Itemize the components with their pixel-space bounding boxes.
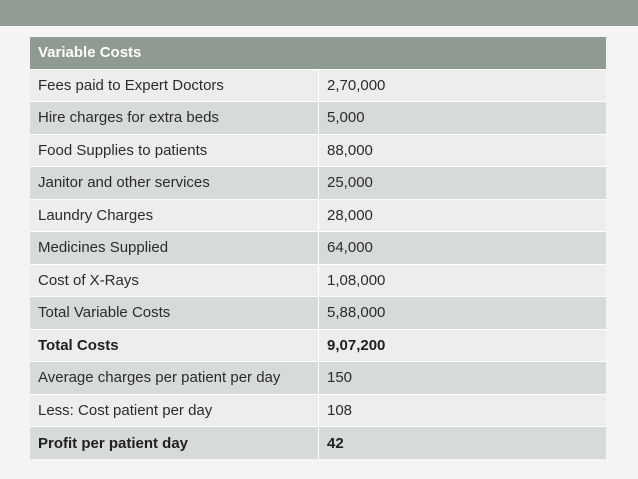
- row-value: 64,000: [318, 231, 606, 264]
- row-value: 28,000: [318, 198, 606, 232]
- row-label: Profit per patient day: [30, 426, 319, 459]
- table-row: Food Supplies to patients 88,000: [30, 133, 606, 167]
- row-label: Total Costs: [30, 328, 319, 362]
- row-label: Average charges per patient per day: [30, 361, 319, 394]
- table-row-total-costs: Total Costs 9,07,200: [30, 328, 606, 362]
- row-label: Hire charges for extra beds: [30, 101, 319, 134]
- row-value: 88,000: [318, 133, 606, 167]
- table-row: Cost of X-Rays 1,08,000: [30, 263, 606, 297]
- row-value: 2,70,000: [318, 68, 606, 102]
- row-value: 5,88,000: [318, 296, 606, 329]
- row-label: Janitor and other services: [30, 166, 319, 199]
- table-row: Medicines Supplied 64,000: [30, 231, 606, 264]
- row-value: 42: [318, 426, 606, 459]
- top-bar: [0, 0, 638, 26]
- table-row: Laundry Charges 28,000: [30, 198, 606, 232]
- row-label: Less: Cost patient per day: [30, 393, 319, 427]
- row-label: Total Variable Costs: [30, 296, 319, 329]
- row-label: Medicines Supplied: [30, 231, 319, 264]
- row-label: Laundry Charges: [30, 198, 319, 232]
- row-value: 108: [318, 393, 606, 427]
- row-value: 9,07,200: [318, 328, 606, 362]
- table-header-row: Variable Costs: [30, 37, 606, 69]
- table-row: Total Variable Costs 5,88,000: [30, 296, 606, 329]
- row-label: Fees paid to Expert Doctors: [30, 68, 319, 102]
- table-row-profit: Profit per patient day 42: [30, 426, 606, 459]
- row-value: 5,000: [318, 101, 606, 134]
- table-row: Fees paid to Expert Doctors 2,70,000: [30, 68, 606, 102]
- row-value: 150: [318, 361, 606, 394]
- row-value: 1,08,000: [318, 263, 606, 297]
- cost-table: Variable Costs Fees paid to Expert Docto…: [30, 37, 606, 459]
- table-row: Hire charges for extra beds 5,000: [30, 101, 606, 134]
- row-label: Cost of X-Rays: [30, 263, 319, 297]
- table-row: Less: Cost patient per day 108: [30, 393, 606, 427]
- row-label: Food Supplies to patients: [30, 133, 319, 167]
- table-row: Average charges per patient per day 150: [30, 361, 606, 394]
- table-row: Janitor and other services 25,000: [30, 166, 606, 199]
- table-header: Variable Costs: [38, 44, 142, 62]
- row-value: 25,000: [318, 166, 606, 199]
